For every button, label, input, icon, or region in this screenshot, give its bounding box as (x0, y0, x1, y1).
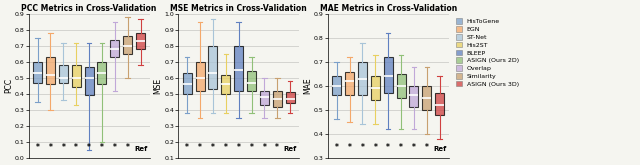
Text: *: * (412, 143, 416, 152)
Text: *: * (185, 143, 189, 152)
PathPatch shape (247, 71, 256, 91)
PathPatch shape (209, 46, 218, 89)
PathPatch shape (221, 75, 230, 94)
PathPatch shape (422, 86, 431, 110)
Text: *: * (348, 143, 351, 152)
Text: *: * (36, 143, 40, 152)
Text: Ref: Ref (134, 146, 147, 152)
Text: *: * (125, 143, 130, 152)
Text: *: * (113, 143, 116, 152)
PathPatch shape (33, 62, 42, 83)
PathPatch shape (410, 86, 419, 107)
Y-axis label: PCC: PCC (4, 78, 13, 93)
PathPatch shape (371, 76, 380, 100)
PathPatch shape (273, 91, 282, 107)
Text: *: * (262, 143, 266, 152)
Text: *: * (74, 143, 78, 152)
Title: PCC Metrics in Cross-Validation: PCC Metrics in Cross-Validation (21, 4, 157, 13)
PathPatch shape (110, 40, 119, 57)
Text: Ref: Ref (284, 146, 297, 152)
Y-axis label: MSE: MSE (154, 78, 163, 94)
PathPatch shape (435, 93, 444, 115)
Text: *: * (49, 143, 52, 152)
Text: *: * (335, 143, 339, 152)
PathPatch shape (59, 65, 68, 83)
Text: *: * (100, 143, 104, 152)
Text: *: * (399, 143, 403, 152)
Text: Ref: Ref (433, 146, 446, 152)
Text: *: * (387, 143, 390, 152)
Text: *: * (425, 143, 429, 152)
Y-axis label: MAE: MAE (303, 78, 312, 94)
Legend: HisToGene, EGN, ST-Net, His2ST, BLEEP, ASIGN (Ours 2D), Overlap, Similarity, ASI: HisToGene, EGN, ST-Net, His2ST, BLEEP, A… (454, 17, 520, 88)
Title: MAE Metrics in Cross-Validation: MAE Metrics in Cross-Validation (319, 4, 457, 13)
Text: *: * (87, 143, 91, 152)
PathPatch shape (358, 62, 367, 96)
Text: *: * (250, 143, 253, 152)
PathPatch shape (72, 65, 81, 87)
PathPatch shape (285, 92, 294, 103)
PathPatch shape (97, 62, 106, 84)
Text: *: * (275, 143, 279, 152)
PathPatch shape (397, 74, 406, 98)
Text: *: * (61, 143, 65, 152)
Text: *: * (237, 143, 241, 152)
PathPatch shape (345, 71, 354, 96)
PathPatch shape (182, 73, 192, 94)
Text: *: * (198, 143, 202, 152)
PathPatch shape (196, 62, 205, 91)
Text: *: * (373, 143, 378, 152)
PathPatch shape (260, 91, 269, 105)
PathPatch shape (46, 57, 55, 84)
PathPatch shape (384, 57, 393, 93)
Text: *: * (224, 143, 228, 152)
PathPatch shape (332, 76, 341, 96)
PathPatch shape (136, 33, 145, 49)
Text: *: * (360, 143, 364, 152)
PathPatch shape (84, 67, 93, 96)
PathPatch shape (234, 46, 243, 91)
PathPatch shape (123, 36, 132, 54)
Title: MSE Metrics in Cross-Validation: MSE Metrics in Cross-Validation (170, 4, 307, 13)
Text: *: * (211, 143, 215, 152)
